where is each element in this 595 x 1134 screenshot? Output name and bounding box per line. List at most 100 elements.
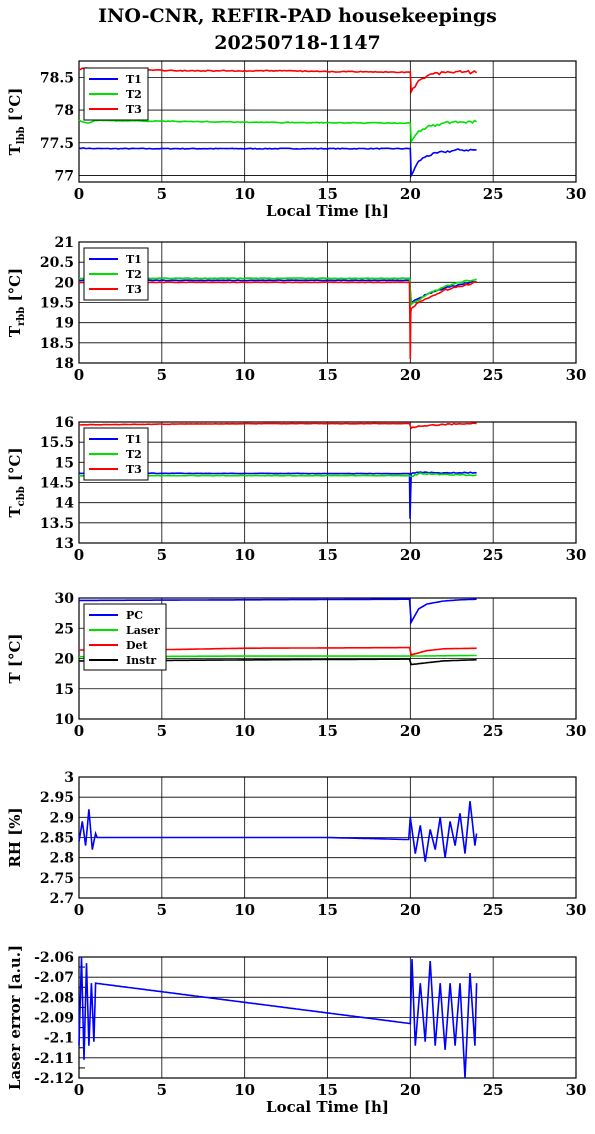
x-tick-label: 5 xyxy=(157,1081,167,1099)
series-line-t2 xyxy=(78,119,478,144)
y-tick-label: 15 xyxy=(55,682,74,698)
x-tick-label: 15 xyxy=(317,546,338,564)
y-axis-label: Tcbb [°C] xyxy=(6,447,27,517)
panel-rh: 0 5 10 15 20 25 30 2.7 2.75 2.8 2.85 2.9 2.95 3 RH [%] xyxy=(6,770,586,919)
legend-label: Instr xyxy=(126,654,156,667)
x-tick-label: 30 xyxy=(566,366,587,384)
x-tick-label: 5 xyxy=(157,546,167,564)
y-tick-label: 2.8 xyxy=(50,851,74,867)
y-tick-label: 13 xyxy=(55,536,74,552)
x-tick-label: 5 xyxy=(157,185,167,203)
x-tick-label: 10 xyxy=(234,366,255,384)
x-tick-label: 30 xyxy=(566,1081,587,1099)
y-axis-label: Laser error [a.u.] xyxy=(6,945,24,1090)
legend: PC Laser Det Instr xyxy=(83,603,167,671)
y-tick-label: 2.7 xyxy=(50,891,74,907)
y-tick-label: -2.09 xyxy=(34,1011,74,1027)
legend-label: T2 xyxy=(126,268,142,281)
x-tick-label: 25 xyxy=(483,722,504,740)
y-tick-label: 2.75 xyxy=(40,871,74,887)
x-tick-label: 5 xyxy=(157,901,167,919)
series-line-pc xyxy=(79,598,477,625)
panel-temps: 0 5 10 15 20 25 30 10 15 20 25 30 T [°C] PC Laser Det In… xyxy=(6,591,586,740)
x-tick-label: 20 xyxy=(400,185,421,203)
x-tick-label: 15 xyxy=(317,1081,338,1099)
y-tick-label: 14.5 xyxy=(40,476,74,492)
x-tick-label: 30 xyxy=(566,901,587,919)
y-tick-label: 13.5 xyxy=(40,516,74,532)
legend: T1 T2 T3 xyxy=(83,67,149,121)
x-tick-label: 25 xyxy=(483,1081,504,1099)
x-axis-label: Local Time [h] xyxy=(266,202,389,220)
chart-title-line-1: INO-CNR, REFIR-PAD housekeepings xyxy=(98,5,497,27)
y-tick-label: 20 xyxy=(55,652,75,668)
y-tick-label: 30 xyxy=(55,591,75,607)
y-tick-label: -2.07 xyxy=(34,970,74,986)
y-tick-label: 16 xyxy=(55,415,74,431)
x-tick-label: 15 xyxy=(317,366,338,384)
legend-label: T3 xyxy=(126,103,142,116)
x-tick-label: 5 xyxy=(157,722,167,740)
y-tick-label: 21 xyxy=(55,235,74,251)
x-tick-label: 25 xyxy=(483,901,504,919)
x-tick-label: 20 xyxy=(400,1081,421,1099)
x-tick-label: 10 xyxy=(234,901,255,919)
y-tick-label: 19 xyxy=(55,316,74,332)
y-tick-label: 20.5 xyxy=(40,255,74,271)
legend-label: T2 xyxy=(126,448,142,461)
x-axis-label: Local Time [h] xyxy=(266,1098,389,1116)
y-tick-label: 10 xyxy=(55,712,75,728)
y-tick-label: 15 xyxy=(55,455,74,471)
legend-label: Laser xyxy=(126,624,160,637)
y-tick-label: 2.9 xyxy=(50,810,74,826)
x-tick-label: 25 xyxy=(483,366,504,384)
y-tick-label: 77 xyxy=(55,168,74,184)
x-tick-label: 15 xyxy=(317,901,338,919)
y-tick-label: 78.5 xyxy=(40,70,74,86)
x-tick-label: 20 xyxy=(400,722,421,740)
series-line-t3 xyxy=(78,422,477,430)
panel-trbb: 0 5 10 15 20 25 30 18 18.5 19 19.5 20 20.5 21 Trbb [°C… xyxy=(6,235,586,384)
series-line xyxy=(78,801,478,862)
series-line xyxy=(78,956,478,1079)
y-tick-label: -2.1 xyxy=(44,1031,74,1047)
legend-label: T3 xyxy=(126,463,142,476)
y-axis-label: RH [%] xyxy=(6,807,24,867)
x-tick-label: 5 xyxy=(157,366,167,384)
x-tick-label: 0 xyxy=(74,546,84,564)
panel-laser: 0 5 10 15 20 25 30 -2.12 -2.11 -2.1 -2.09 -2.08 -2.0… xyxy=(6,945,586,1116)
x-tick-label: 10 xyxy=(234,546,255,564)
y-tick-label: -2.12 xyxy=(34,1071,74,1087)
legend-label: T1 xyxy=(126,73,142,86)
legend: T1 T2 T3 xyxy=(83,427,149,481)
x-tick-label: 30 xyxy=(566,722,587,740)
x-tick-label: 20 xyxy=(400,366,421,384)
x-tick-label: 20 xyxy=(400,901,421,919)
y-tick-label: 2.95 xyxy=(40,790,74,806)
chart-title-line-2: 20250718-1147 xyxy=(214,32,381,54)
y-tick-label: 15.5 xyxy=(40,435,74,451)
legend-label: T3 xyxy=(126,283,142,296)
legend-label: T2 xyxy=(126,88,142,101)
y-axis-label: Tlbb [°C] xyxy=(6,88,27,156)
x-tick-label: 30 xyxy=(566,185,587,203)
legend-label: T1 xyxy=(126,433,142,446)
legend-label: T1 xyxy=(126,253,142,266)
x-tick-label: 0 xyxy=(74,1081,84,1099)
x-tick-label: 0 xyxy=(74,366,84,384)
x-tick-label: 10 xyxy=(234,722,255,740)
y-axis-label: Trbb [°C] xyxy=(6,268,27,337)
x-tick-label: 30 xyxy=(566,546,587,564)
legend: T1 T2 T3 xyxy=(83,247,149,301)
y-tick-label: 77.5 xyxy=(40,136,74,152)
x-tick-label: 10 xyxy=(234,185,255,203)
y-axis-label: T [°C] xyxy=(6,633,24,683)
x-tick-label: 25 xyxy=(483,185,504,203)
series-line-t1 xyxy=(78,146,477,179)
y-tick-label: 78 xyxy=(55,103,74,119)
y-tick-label: 2.85 xyxy=(40,831,74,847)
y-tick-label: 18 xyxy=(55,356,74,372)
x-tick-label: 0 xyxy=(74,901,84,919)
